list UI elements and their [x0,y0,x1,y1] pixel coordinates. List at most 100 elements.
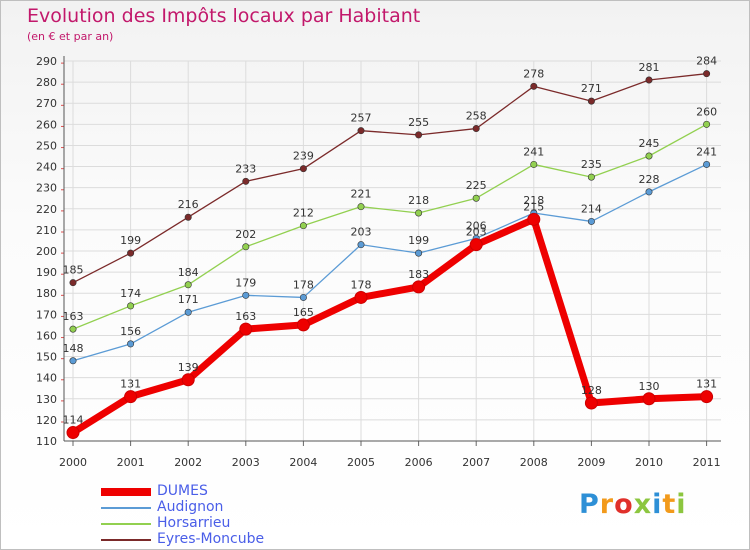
legend-label: Horsarrieu [157,515,231,531]
data-point [181,373,195,387]
data-label: 278 [523,67,544,80]
data-point [530,160,538,168]
data-point [472,125,480,133]
data-label: 179 [235,276,256,289]
data-point [645,76,653,84]
legend-swatch [101,507,151,509]
data-label: 163 [63,310,84,323]
data-point [357,241,365,249]
y-tick-label: 250 [36,139,57,152]
data-point [469,238,483,252]
legend-swatch [101,488,151,496]
y-tick-label: 120 [36,414,57,427]
data-point [412,280,426,294]
data-label: 148 [63,342,84,355]
data-label: 258 [466,110,487,123]
data-point [700,390,714,404]
y-tick-label: 110 [36,435,57,448]
y-tick-label: 130 [36,393,57,406]
data-label: 233 [235,162,256,175]
data-point [66,426,80,440]
line-chart: 110 120 130 140 150 160 170 180 190 200 210 220 230 2… [36,55,721,469]
y-tick-label: 240 [36,161,57,174]
data-label: 239 [293,150,314,163]
y-tick-label: 270 [36,97,57,110]
data-point [184,308,192,316]
data-point [127,340,135,348]
data-point [124,390,138,404]
data-label: 128 [581,384,602,397]
series-line-horsarrieu [72,123,708,330]
data-point [587,217,595,225]
data-label: 165 [293,306,314,319]
x-tick-label: 2001 [117,456,145,469]
data-point [415,249,423,257]
data-point [415,209,423,217]
data-label: 257 [351,112,372,125]
chart-subtitle: (en € et par an) [27,30,114,43]
data-point [527,212,541,226]
data-label: 241 [523,145,544,158]
data-point [184,281,192,289]
data-label: 206 [466,219,487,232]
data-point [587,173,595,181]
series-line-dumes [69,215,711,437]
data-label: 216 [178,198,199,211]
data-point [127,302,135,310]
data-label: 139 [178,361,199,374]
data-point [703,160,711,168]
data-point [645,188,653,196]
y-tick-label: 200 [36,245,57,258]
data-point [357,127,365,135]
y-tick-label: 160 [36,329,57,342]
data-point [184,213,192,221]
data-point [242,291,250,299]
data-point [239,322,253,336]
series-line-audignon [72,163,708,362]
x-tick-label: 2003 [232,456,260,469]
x-tick-label: 2007 [462,456,490,469]
data-label: 114 [63,414,84,427]
data-point [242,243,250,251]
data-label: 185 [63,264,84,277]
data-point [357,203,365,211]
y-tick-label: 220 [36,203,57,216]
chart-title: Evolution des Impôts locaux par Habitant [27,5,421,27]
data-point [530,82,538,90]
legend-swatch [101,523,151,525]
data-point [472,194,480,202]
data-point [296,318,310,332]
data-point [127,249,135,257]
y-tick-label: 230 [36,182,57,195]
data-label: 131 [696,378,717,391]
data-point [645,152,653,160]
data-label: 255 [408,116,429,129]
data-label: 163 [235,310,256,323]
data-label: 174 [120,287,141,300]
x-tick-label: 2000 [59,456,87,469]
data-label: 225 [466,179,487,192]
series-line-eyres-moncube [72,73,708,284]
y-tick-label: 290 [36,55,57,68]
y-tick-label: 260 [36,118,57,131]
data-label: 199 [120,234,141,247]
legend-label: Audignon [157,499,224,515]
y-tick-label: 280 [36,76,57,89]
y-tick-label: 170 [36,308,57,321]
data-point [703,120,711,128]
data-label: 184 [178,266,199,279]
data-label: 271 [581,82,602,95]
data-label: 183 [408,268,429,281]
data-label: 203 [351,226,372,239]
data-label: 221 [351,188,372,201]
data-label: 212 [293,207,314,220]
x-tick-label: 2009 [577,456,605,469]
data-point [587,97,595,105]
data-label: 260 [696,105,717,118]
data-label: 131 [120,378,141,391]
data-point [299,222,307,230]
data-point [242,177,250,185]
data-label: 199 [408,234,429,247]
data-point [69,325,77,333]
data-label: 241 [696,145,717,158]
